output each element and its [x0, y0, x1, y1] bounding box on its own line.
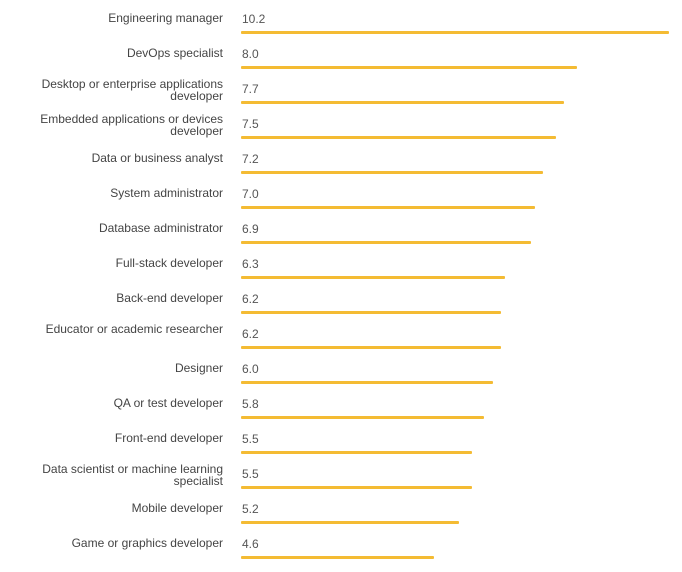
bar [241, 136, 556, 139]
value-label: 7.5 [242, 117, 259, 131]
bar-row: Full-stack developer 6.3 [0, 257, 682, 292]
value-label: 7.0 [242, 187, 259, 201]
category-label: Desktop or enterprise applications devel… [41, 77, 223, 103]
value-label: 6.0 [242, 362, 259, 376]
bar [241, 451, 472, 454]
category-label: Full-stack developer [115, 256, 223, 270]
value-label: 6.2 [242, 327, 259, 341]
category-label: Mobile developer [131, 501, 223, 515]
bar-row: System administrator 7.0 [0, 187, 682, 222]
category-label: QA or test developer [113, 396, 223, 410]
value-label: 7.7 [242, 82, 259, 96]
category-label: Database administrator [98, 221, 223, 235]
bar-row: Data or business analyst 7.2 [0, 152, 682, 187]
bar-row: Educator or academic researcher 6.2 [0, 323, 682, 362]
value-label: 8.0 [242, 47, 259, 61]
value-label: 6.2 [242, 292, 259, 306]
bar-row: Mobile developer 5.2 [0, 502, 682, 537]
bar-row: Embedded applications or devices develop… [0, 113, 682, 152]
value-label: 5.8 [242, 397, 259, 411]
bar [241, 486, 472, 489]
category-label: Data scientist or machine learning speci… [42, 462, 223, 488]
category-label: Engineering manager [108, 11, 223, 25]
bar [241, 241, 531, 244]
bar-row: QA or test developer 5.8 [0, 397, 682, 432]
bar [241, 381, 493, 384]
bar [241, 346, 501, 349]
bar [241, 416, 484, 419]
value-label: 5.5 [242, 432, 259, 446]
bar [241, 101, 564, 104]
category-label: DevOps specialist [126, 46, 223, 60]
bar-row: Engineering manager 10.2 [0, 12, 682, 47]
value-label: 6.9 [242, 222, 259, 236]
bar-row: Desktop or enterprise applications devel… [0, 78, 682, 117]
bar [241, 556, 434, 559]
bar-row: Back-end developer 6.2 [0, 292, 682, 327]
bar [241, 311, 501, 314]
value-label: 5.2 [242, 502, 259, 516]
category-label: Front-end developer [114, 431, 223, 445]
bar-row: Designer 6.0 [0, 362, 682, 397]
value-label: 4.6 [242, 537, 259, 551]
bar [241, 66, 577, 69]
category-label: Embedded applications or devices develop… [40, 112, 223, 138]
category-label: Educator or academic researcher [45, 322, 223, 336]
category-label: Data or business analyst [91, 151, 223, 165]
category-label: Designer [174, 361, 223, 375]
value-label: 10.2 [242, 12, 266, 26]
bar-row: Game or graphics developer 4.6 [0, 537, 682, 572]
value-label: 7.2 [242, 152, 259, 166]
bar [241, 521, 459, 524]
category-label: System administrator [110, 186, 223, 200]
value-label: 6.3 [242, 257, 259, 271]
value-label: 5.5 [242, 467, 259, 481]
bar-row: Front-end developer 5.5 [0, 432, 682, 467]
bar-row: Database administrator 6.9 [0, 222, 682, 257]
bar [241, 31, 669, 34]
category-label: Back-end developer [116, 291, 223, 305]
bar-row: DevOps specialist 8.0 [0, 47, 682, 82]
bar [241, 171, 543, 174]
category-label: Game or graphics developer [71, 536, 223, 550]
bar-row: Data scientist or machine learning speci… [0, 463, 682, 502]
bar [241, 276, 505, 279]
bar [241, 206, 535, 209]
